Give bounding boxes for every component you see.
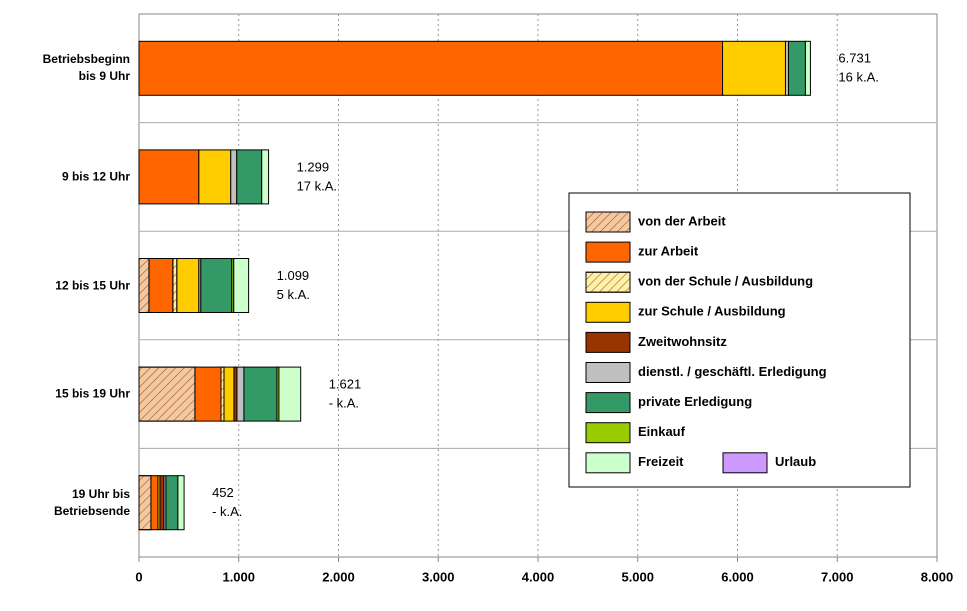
ka-label: 17 k.A. bbox=[297, 178, 337, 193]
ka-label: - k.A. bbox=[212, 504, 242, 519]
bar-hatch bbox=[172, 258, 178, 313]
x-tick-label: 3.000 bbox=[422, 569, 455, 584]
bar-segment bbox=[176, 258, 200, 313]
bar-segment bbox=[150, 475, 159, 531]
category-label: Betriebsbeginn bis 9 Uhr bbox=[42, 52, 130, 84]
bar-segment bbox=[722, 40, 786, 96]
legend-label: private Erledigung bbox=[638, 394, 752, 409]
bar-segment bbox=[200, 258, 233, 313]
bar-hatch bbox=[138, 475, 152, 531]
x-tick-label: 7.000 bbox=[821, 569, 854, 584]
legend-label: Urlaub bbox=[775, 454, 816, 469]
total-label: 452 bbox=[212, 485, 234, 500]
bar-segment bbox=[138, 40, 724, 96]
category-label: 12 bis 15 Uhr bbox=[55, 278, 130, 292]
bar-hatch bbox=[138, 366, 196, 422]
bar-segment bbox=[165, 475, 179, 531]
total-label: 1.099 bbox=[277, 268, 310, 283]
x-tick-label: 6.000 bbox=[721, 569, 754, 584]
bar-segment bbox=[236, 149, 263, 205]
x-tick-label: 4.000 bbox=[522, 569, 555, 584]
legend-label: von der Schule / Ausbildung bbox=[638, 274, 813, 289]
category-label: 19 Uhr bis Betriebsende bbox=[53, 486, 130, 518]
bar-segment bbox=[138, 149, 200, 205]
bar-segment bbox=[261, 149, 270, 205]
x-tick-label: 0 bbox=[135, 569, 142, 584]
x-tick-label: 5.000 bbox=[621, 569, 654, 584]
bar-segment bbox=[230, 149, 238, 205]
legend-label: Einkauf bbox=[638, 424, 686, 439]
legend-label: Zweitwohnsitz bbox=[638, 334, 727, 349]
total-label: 6.731 bbox=[838, 51, 871, 66]
legend-hatch bbox=[585, 211, 631, 233]
bar-hatch bbox=[138, 258, 150, 313]
bar-segment bbox=[194, 366, 222, 422]
legend-label: dienstl. / geschäftl. Erledigung bbox=[638, 364, 827, 379]
bar-segment bbox=[236, 366, 245, 422]
legend-swatch bbox=[585, 241, 631, 263]
bar-segment bbox=[278, 366, 302, 422]
bar-segment bbox=[148, 258, 174, 313]
ka-label: - k.A. bbox=[329, 396, 359, 411]
x-tick-label: 8.000 bbox=[921, 569, 954, 584]
legend-swatch bbox=[585, 331, 631, 353]
ka-label: 16 k.A. bbox=[838, 70, 878, 85]
bar-segment bbox=[198, 149, 232, 205]
legend-swatch bbox=[585, 452, 631, 474]
bar-segment bbox=[233, 258, 250, 313]
total-label: 1.621 bbox=[329, 377, 362, 392]
ka-label: 5 k.A. bbox=[277, 287, 310, 302]
bar-segment bbox=[243, 366, 278, 422]
category-label: 9 bis 12 Uhr bbox=[61, 169, 130, 184]
legend-label: von der Arbeit bbox=[638, 213, 726, 228]
legend-label: zur Arbeit bbox=[638, 244, 699, 259]
category-label: 15 bis 19 Uhr bbox=[55, 386, 130, 401]
legend-hatch bbox=[585, 271, 631, 293]
bar-segment bbox=[787, 40, 806, 96]
legend-label: Freizeit bbox=[638, 454, 684, 469]
legend-swatch bbox=[585, 392, 631, 414]
bar-segment bbox=[177, 475, 185, 531]
total-label: 1.299 bbox=[297, 159, 330, 174]
bar-segment bbox=[223, 366, 235, 422]
x-tick-label: 1.000 bbox=[222, 569, 255, 584]
bar-segment bbox=[804, 40, 811, 96]
bar-segment bbox=[159, 475, 165, 531]
legend-label: zur Schule / Ausbildung bbox=[638, 304, 786, 319]
legend-swatch bbox=[585, 422, 631, 444]
legend-swatch bbox=[585, 301, 631, 323]
legend-swatch bbox=[585, 362, 631, 383]
x-tick-label: 2.000 bbox=[322, 569, 355, 584]
legend-swatch bbox=[722, 452, 768, 474]
